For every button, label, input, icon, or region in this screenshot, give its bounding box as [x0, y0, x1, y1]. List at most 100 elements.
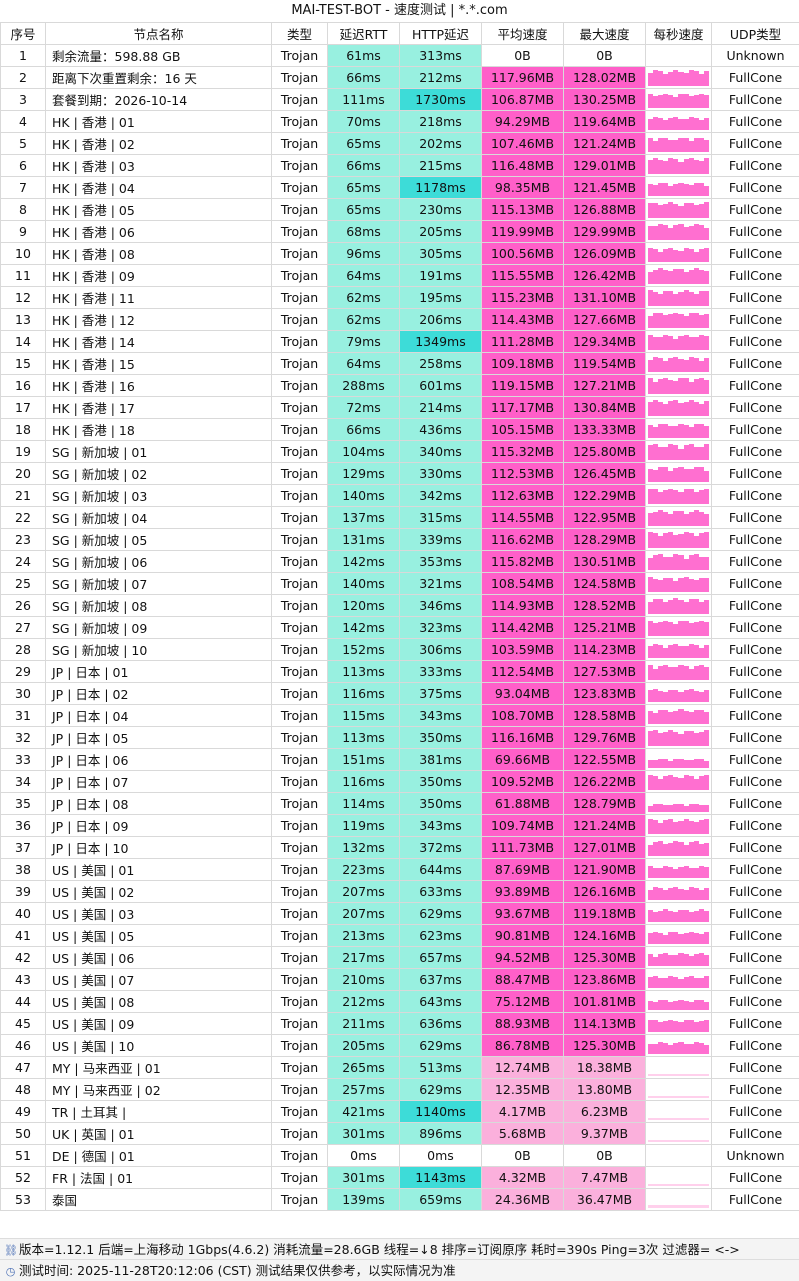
column-header[interactable]: 序号: [1, 23, 46, 45]
rtt-latency: 223ms: [328, 859, 400, 881]
sparkline-bars: [648, 531, 709, 548]
row-index: 1: [1, 45, 46, 67]
protocol-type: Trojan: [272, 353, 328, 375]
speed-sparkline: [646, 463, 712, 485]
row-index: 27: [1, 617, 46, 639]
rtt-latency: 140ms: [328, 485, 400, 507]
speed-sparkline: [646, 89, 712, 111]
sparkline-bar: [704, 1045, 709, 1054]
sparkline-bar: [704, 819, 709, 834]
column-header[interactable]: 最大速度: [564, 23, 646, 45]
row-index: 49: [1, 1101, 46, 1123]
row-index: 51: [1, 1145, 46, 1167]
column-header[interactable]: 节点名称: [46, 23, 272, 45]
column-header[interactable]: 类型: [272, 23, 328, 45]
protocol-type: Trojan: [272, 683, 328, 705]
column-header[interactable]: UDP类型: [712, 23, 799, 45]
row-index: 26: [1, 595, 46, 617]
sparkline-bar: [704, 775, 709, 790]
avg-speed: 75.12MB: [482, 991, 564, 1013]
node-name: HK | 香港 | 14: [46, 331, 272, 353]
column-header[interactable]: 每秒速度: [646, 23, 712, 45]
node-name: MY | 马来西亚 | 02: [46, 1079, 272, 1101]
avg-speed: 93.04MB: [482, 683, 564, 705]
sparkline-bar: [704, 1205, 709, 1208]
protocol-type: Trojan: [272, 133, 328, 155]
rtt-latency: 116ms: [328, 771, 400, 793]
speed-sparkline: [646, 639, 712, 661]
node-name: SG | 新加坡 | 01: [46, 441, 272, 463]
node-name: JP | 日本 | 07: [46, 771, 272, 793]
rtt-latency: 65ms: [328, 177, 400, 199]
udp-type: FullCone: [712, 573, 799, 595]
node-name: HK | 香港 | 16: [46, 375, 272, 397]
sparkline-bars: [648, 421, 709, 438]
max-speed: 127.01MB: [564, 837, 646, 859]
column-header[interactable]: 平均速度: [482, 23, 564, 45]
column-header[interactable]: HTTP延迟: [400, 23, 482, 45]
speed-sparkline: [646, 1013, 712, 1035]
http-latency: 206ms: [400, 309, 482, 331]
sparkline-bars: [648, 377, 709, 394]
sparkline-bar: [704, 380, 709, 394]
max-speed: 128.52MB: [564, 595, 646, 617]
column-header[interactable]: 延迟RTT: [328, 23, 400, 45]
node-name: US | 美国 | 09: [46, 1013, 272, 1035]
node-name: US | 美国 | 05: [46, 925, 272, 947]
